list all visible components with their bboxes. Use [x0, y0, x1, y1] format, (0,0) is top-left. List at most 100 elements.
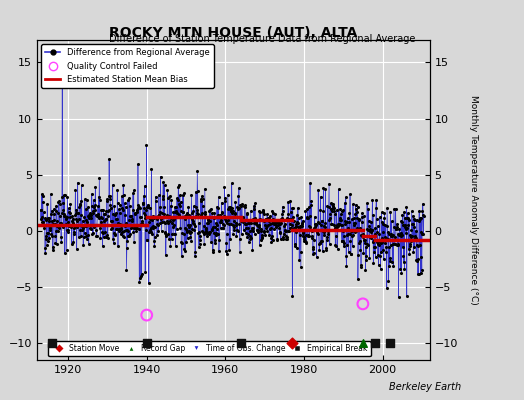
Point	[258, 234, 266, 240]
Point	[256, 237, 265, 243]
Point	[101, 217, 110, 224]
Point	[63, 193, 72, 200]
Point	[231, 210, 239, 216]
Point	[89, 208, 97, 214]
Point	[230, 224, 238, 230]
Point	[120, 228, 128, 234]
Point	[108, 225, 116, 232]
Point	[270, 221, 279, 227]
Point	[114, 220, 123, 227]
Point	[45, 234, 53, 241]
Point	[392, 221, 401, 227]
Point	[302, 215, 311, 222]
Point	[165, 236, 173, 242]
Point	[223, 230, 231, 237]
Point	[70, 228, 78, 235]
Point	[229, 208, 237, 214]
Point	[104, 208, 113, 214]
Point	[74, 210, 82, 217]
Point	[253, 227, 261, 234]
Point	[104, 234, 112, 241]
Point	[47, 231, 56, 237]
Point	[93, 212, 102, 219]
Point	[87, 212, 95, 218]
Point	[71, 206, 80, 213]
Point	[374, 223, 382, 230]
Point	[190, 221, 198, 228]
Point	[171, 243, 180, 250]
Point	[144, 201, 152, 208]
Point	[91, 202, 99, 208]
Point	[337, 238, 346, 244]
Point	[38, 193, 47, 200]
Point	[370, 237, 378, 243]
Point	[105, 193, 114, 200]
Point	[135, 203, 143, 210]
Point	[265, 215, 274, 222]
Point	[340, 240, 348, 246]
Point	[334, 186, 343, 192]
Point	[249, 203, 258, 209]
Point	[88, 203, 96, 209]
Point	[183, 229, 191, 236]
Point	[237, 218, 245, 224]
Point	[177, 198, 185, 205]
Point	[408, 221, 417, 227]
Point	[171, 204, 179, 210]
Point	[247, 220, 255, 226]
Point	[346, 191, 354, 197]
Point	[251, 215, 259, 222]
Point	[195, 220, 203, 227]
Point	[57, 220, 65, 226]
Point	[402, 204, 411, 211]
Point	[106, 218, 115, 224]
Point	[310, 224, 319, 231]
Point	[309, 246, 318, 252]
Point	[159, 196, 167, 202]
Point	[289, 225, 298, 231]
Point	[126, 203, 134, 209]
Point	[315, 247, 323, 253]
Point	[114, 228, 123, 234]
Point	[338, 208, 346, 214]
Point	[234, 204, 243, 211]
Point	[359, 250, 368, 256]
Point	[72, 210, 80, 216]
Point	[348, 232, 356, 239]
Point	[102, 234, 110, 240]
Point	[392, 226, 400, 232]
Point	[141, 215, 150, 222]
Point	[243, 234, 252, 240]
Point	[122, 204, 130, 210]
Point	[54, 198, 63, 204]
Point	[157, 215, 166, 221]
Point	[139, 200, 147, 206]
Point	[411, 232, 419, 239]
Point	[131, 210, 139, 217]
Point	[385, 231, 393, 237]
Point	[326, 215, 334, 222]
Point	[309, 244, 317, 250]
Point	[152, 214, 160, 220]
Point	[191, 248, 200, 255]
Point	[128, 222, 136, 229]
Point	[368, 227, 376, 233]
Point	[372, 196, 380, 203]
Point	[280, 217, 289, 223]
Point	[354, 275, 362, 282]
Point	[298, 220, 307, 227]
Point	[318, 238, 326, 244]
Point	[292, 221, 300, 227]
Point	[374, 262, 383, 268]
Point	[329, 201, 337, 207]
Point	[313, 228, 321, 235]
Point	[337, 222, 346, 228]
Point	[192, 188, 200, 195]
Point	[340, 242, 348, 249]
Point	[340, 232, 348, 239]
Point	[91, 184, 100, 190]
Point	[417, 254, 425, 260]
Point	[260, 228, 268, 234]
Point	[67, 224, 75, 230]
Point	[176, 192, 184, 199]
